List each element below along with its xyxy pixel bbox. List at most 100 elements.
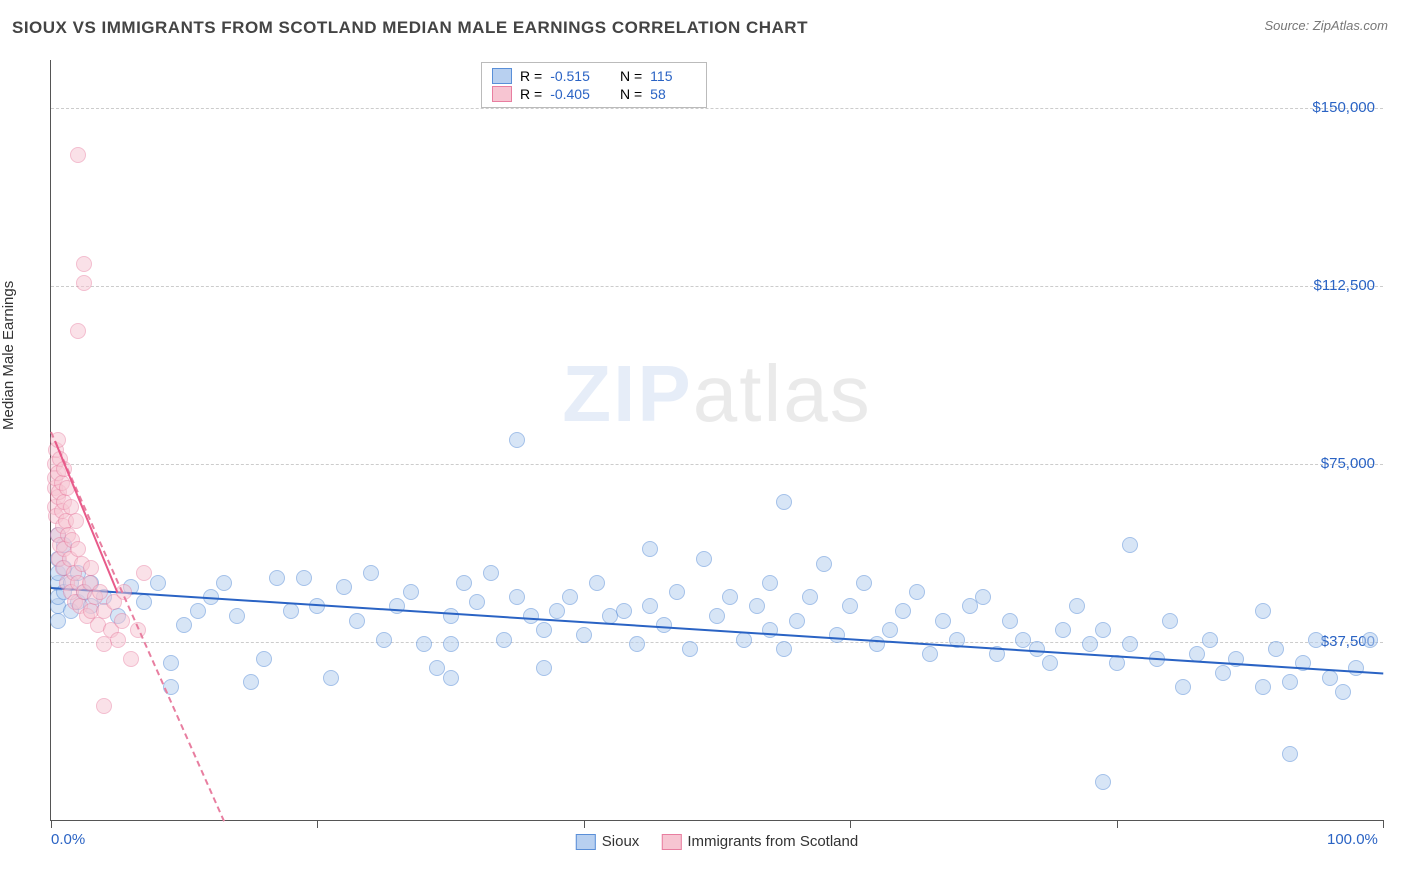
data-point	[1202, 632, 1218, 648]
chart-title: SIOUX VS IMMIGRANTS FROM SCOTLAND MEDIAN…	[12, 18, 808, 38]
data-point	[1335, 684, 1351, 700]
x-tick	[317, 820, 318, 828]
data-point	[642, 598, 658, 614]
data-point	[296, 570, 312, 586]
data-point	[935, 613, 951, 629]
data-point	[642, 541, 658, 557]
plot-area: ZIPatlas R = -0.515 N = 115R = -0.405 N …	[50, 60, 1383, 821]
data-point	[696, 551, 712, 567]
data-point	[68, 513, 84, 529]
data-point	[829, 627, 845, 643]
data-point	[1322, 670, 1338, 686]
data-point	[1175, 679, 1191, 695]
data-point	[114, 613, 130, 629]
data-point	[456, 575, 472, 591]
data-point	[190, 603, 206, 619]
data-point	[376, 632, 392, 648]
data-point	[70, 147, 86, 163]
data-point	[509, 589, 525, 605]
data-point	[789, 613, 805, 629]
data-point	[523, 608, 539, 624]
data-point	[389, 598, 405, 614]
x-tick	[1117, 820, 1118, 828]
x-tick-label: 0.0%	[51, 831, 85, 848]
data-point	[363, 565, 379, 581]
gridline	[51, 464, 1383, 465]
data-point	[443, 636, 459, 652]
data-point	[895, 603, 911, 619]
legend-item: Immigrants from Scotland	[661, 833, 858, 850]
watermark: ZIPatlas	[562, 348, 871, 440]
data-point	[1215, 665, 1231, 681]
data-point	[1268, 641, 1284, 657]
gridline	[51, 642, 1383, 643]
data-point	[1255, 679, 1271, 695]
data-point	[443, 608, 459, 624]
data-point	[1282, 674, 1298, 690]
data-point	[842, 598, 858, 614]
r-label: R =	[520, 68, 542, 84]
legend-swatch	[492, 86, 512, 102]
data-point	[136, 594, 152, 610]
r-label: R =	[520, 86, 542, 102]
correlation-legend: R = -0.515 N = 115R = -0.405 N = 58	[481, 62, 707, 108]
x-tick	[850, 820, 851, 828]
data-point	[1162, 613, 1178, 629]
data-point	[83, 560, 99, 576]
data-point	[589, 575, 605, 591]
data-point	[1095, 622, 1111, 638]
data-point	[975, 589, 991, 605]
data-point	[76, 256, 92, 272]
gridline	[51, 286, 1383, 287]
data-point	[562, 589, 578, 605]
data-point	[1362, 632, 1378, 648]
data-point	[96, 698, 112, 714]
n-label: N =	[620, 86, 642, 102]
data-point	[909, 584, 925, 600]
x-tick	[51, 820, 52, 828]
data-point	[349, 613, 365, 629]
data-point	[483, 565, 499, 581]
data-point	[1042, 655, 1058, 671]
gridline	[51, 108, 1383, 109]
y-axis-label: Median Male Earnings	[0, 281, 17, 430]
legend-row: R = -0.515 N = 115	[492, 67, 696, 85]
y-tick-label: $150,000	[1312, 99, 1375, 116]
data-point	[922, 646, 938, 662]
data-point	[216, 575, 232, 591]
data-point	[1069, 598, 1085, 614]
data-point	[802, 589, 818, 605]
data-point	[816, 556, 832, 572]
legend-row: R = -0.405 N = 58	[492, 85, 696, 103]
data-point	[536, 622, 552, 638]
data-point	[70, 323, 86, 339]
x-tick	[584, 820, 585, 828]
data-point	[1055, 622, 1071, 638]
data-point	[1002, 613, 1018, 629]
data-point	[549, 603, 565, 619]
data-point	[669, 584, 685, 600]
data-point	[1348, 660, 1364, 676]
data-point	[1255, 603, 1271, 619]
data-point	[616, 603, 632, 619]
y-tick-label: $112,500	[1314, 277, 1375, 294]
data-point	[443, 670, 459, 686]
data-point	[856, 575, 872, 591]
data-point	[682, 641, 698, 657]
n-value: 115	[650, 68, 696, 84]
data-point	[576, 627, 592, 643]
data-point	[269, 570, 285, 586]
data-point	[709, 608, 725, 624]
data-point	[1122, 537, 1138, 553]
data-point	[150, 575, 166, 591]
data-point	[256, 651, 272, 667]
data-point	[1122, 636, 1138, 652]
legend-swatch	[661, 834, 681, 850]
series-legend: SiouxImmigrants from Scotland	[576, 833, 858, 850]
data-point	[776, 641, 792, 657]
data-point	[749, 598, 765, 614]
data-point	[629, 636, 645, 652]
data-point	[229, 608, 245, 624]
data-point	[496, 632, 512, 648]
source-name: ZipAtlas.com	[1313, 18, 1388, 33]
